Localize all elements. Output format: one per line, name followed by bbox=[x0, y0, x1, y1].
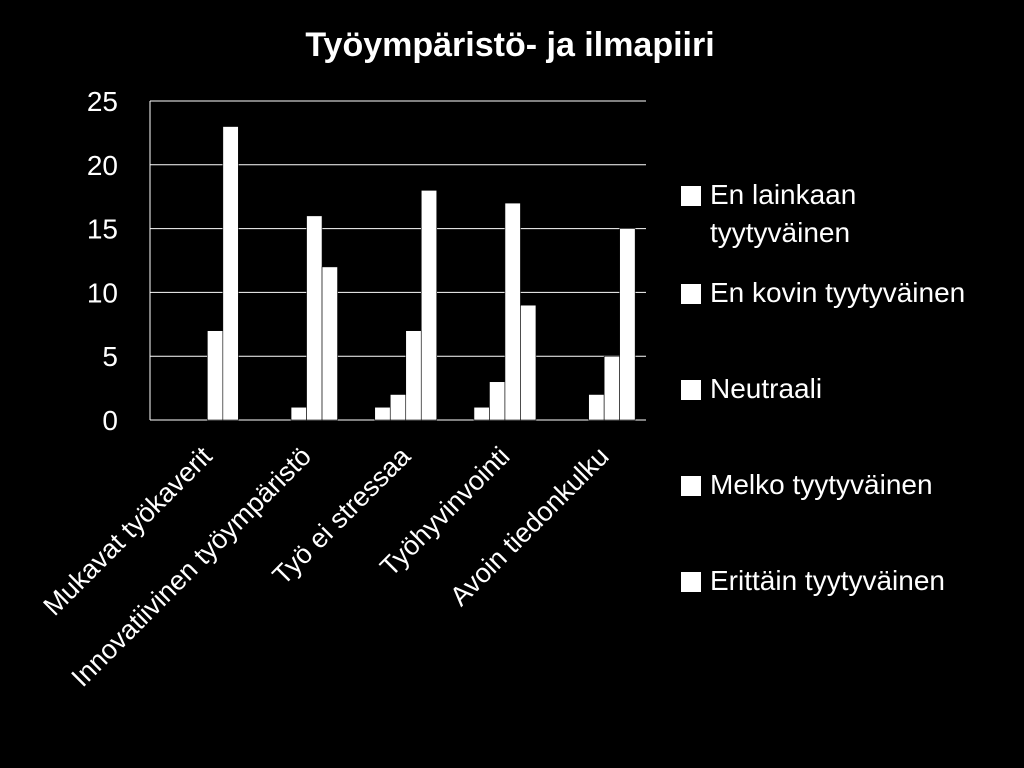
legend-label: Neutraali bbox=[710, 373, 822, 404]
bar-2-2 bbox=[389, 394, 407, 421]
y-tick-label: 5 bbox=[102, 341, 118, 372]
legend-swatch bbox=[681, 476, 701, 496]
bar-1-4 bbox=[321, 266, 338, 421]
bar-2-4 bbox=[420, 190, 438, 421]
bar-3-2 bbox=[489, 381, 506, 421]
legend-label: Melko tyytyväinen bbox=[710, 469, 933, 500]
legend-label: En kovin tyytyväinen bbox=[710, 277, 965, 308]
bar-0-3 bbox=[207, 330, 224, 421]
y-tick-label: 20 bbox=[87, 150, 118, 181]
category-label: Mukavat työkaverit bbox=[37, 441, 218, 622]
legend-swatch bbox=[681, 380, 701, 400]
y-tick-label: 0 bbox=[102, 405, 118, 436]
bar-4-2 bbox=[588, 394, 605, 421]
bar-1-2 bbox=[290, 406, 307, 421]
y-tick-label: 10 bbox=[87, 277, 118, 308]
bar-3-4 bbox=[520, 304, 537, 421]
legend: En lainkaan tyytyväinen En kovin tyytyväin… bbox=[681, 179, 965, 596]
bar-3-3 bbox=[504, 202, 521, 421]
chart-title: Työympäristö- ja ilmapiiri bbox=[305, 26, 714, 64]
legend-swatch bbox=[681, 284, 701, 304]
bar-2-1 bbox=[374, 406, 391, 421]
legend-label: tyytyväinen bbox=[710, 217, 850, 248]
bar-0-4 bbox=[222, 126, 239, 421]
bar-1-3 bbox=[306, 215, 323, 421]
legend-label: En lainkaan bbox=[710, 179, 856, 210]
bar-4-4 bbox=[619, 228, 636, 421]
bar-4-3 bbox=[603, 355, 620, 421]
bar-2-3 bbox=[405, 330, 422, 421]
y-tick-label: 15 bbox=[87, 214, 118, 245]
legend-label: Erittäin tyytyväinen bbox=[710, 565, 945, 596]
bar-3-1 bbox=[473, 406, 490, 421]
legend-swatch bbox=[681, 186, 701, 206]
y-tick-label: 25 bbox=[87, 86, 118, 117]
y-axis-ticks: 0 5 10 15 20 25 bbox=[87, 86, 118, 436]
bars bbox=[207, 126, 636, 421]
legend-swatch bbox=[681, 572, 701, 592]
